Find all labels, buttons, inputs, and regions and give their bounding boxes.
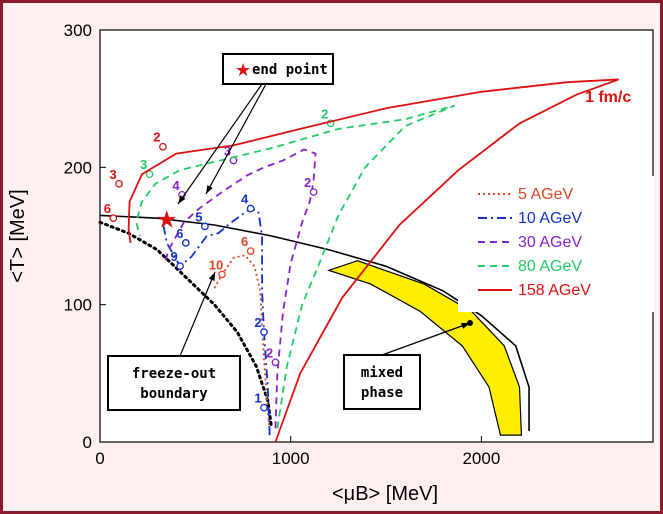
time-label: 1 fm/c xyxy=(585,89,631,106)
time-marker xyxy=(201,222,209,231)
legend-label: 30 AGeV xyxy=(518,234,582,251)
x-axis-label: <μB> [MeV] xyxy=(332,483,438,505)
end-point-arrow-2 xyxy=(205,83,267,195)
time-label: 4 xyxy=(172,178,180,193)
legend-label: 80 AGeV xyxy=(518,258,582,275)
end-point-star: ★ xyxy=(156,206,178,234)
time-marker xyxy=(271,358,280,367)
mixed-phase-arrow xyxy=(381,322,471,356)
y-axis-label: <T> [MeV] xyxy=(7,189,29,282)
mixed-phase-box xyxy=(343,354,421,410)
time-label: 6 xyxy=(241,234,248,249)
series-line xyxy=(163,148,317,429)
time-label: 2 xyxy=(254,315,261,330)
end-point-box xyxy=(222,53,334,85)
time-label: 3 xyxy=(140,157,147,172)
mixed-phase-dot xyxy=(467,320,473,326)
y-tick-label: 200 xyxy=(64,158,92,177)
time-marker xyxy=(181,239,190,247)
y-tick-label: 100 xyxy=(64,296,92,315)
y-tick-label: 0 xyxy=(83,433,92,452)
time-label: 9 xyxy=(170,249,177,264)
series-line xyxy=(127,78,619,443)
time-label: 3 xyxy=(109,167,116,182)
time-label: 2 xyxy=(321,106,328,121)
time-marker xyxy=(260,328,268,336)
legend-label: 158 AGeV xyxy=(518,282,591,299)
end-point-star-icon: ★ xyxy=(235,60,251,81)
legend-label: 10 AGeV xyxy=(518,210,582,227)
time-label: 1 xyxy=(254,391,261,406)
time-label: 5 xyxy=(195,209,202,224)
time-label: 6 xyxy=(176,226,183,241)
freezeout-label-1: freeze-out xyxy=(132,366,216,382)
time-label: 2 xyxy=(266,345,273,360)
x-tick-label: 1000 xyxy=(272,449,310,468)
time-label: 4 xyxy=(241,192,249,207)
mixed-label-2: phase xyxy=(361,385,403,401)
time-marker xyxy=(260,403,268,412)
end-point-arrow-head xyxy=(178,195,186,204)
time-marker xyxy=(176,262,184,271)
time-marker xyxy=(246,247,255,255)
freezeout-label-2: boundary xyxy=(140,386,208,402)
freezeout-boundary-line xyxy=(98,220,274,430)
freezeout-arrow-head xyxy=(208,272,215,281)
end-point-arrow-2-head xyxy=(206,185,213,194)
freezeout-arrow xyxy=(179,271,216,357)
time-label: 10 xyxy=(209,257,223,272)
time-marker xyxy=(159,142,167,151)
time-label: 6 xyxy=(104,201,111,216)
time-marker xyxy=(218,270,226,279)
end-point-label: end point xyxy=(252,62,328,78)
legend-label: 5 AGeV xyxy=(518,186,573,203)
time-marker xyxy=(115,179,123,188)
y-tick-label: 300 xyxy=(64,21,92,40)
mixed-label-1: mixed xyxy=(361,365,403,381)
freezeout-box xyxy=(107,355,241,411)
time-label: 2 xyxy=(304,175,311,190)
time-marker xyxy=(109,214,118,222)
x-tick-label: 0 xyxy=(95,449,104,468)
time-marker xyxy=(309,188,318,196)
time-marker xyxy=(145,170,154,179)
end-point-arrow xyxy=(177,83,263,205)
x-tick-label: 2000 xyxy=(462,449,500,468)
time-label: 2 xyxy=(153,130,160,145)
time-label: 3 xyxy=(224,143,231,158)
crossover-line xyxy=(99,214,530,432)
time-marker xyxy=(246,204,255,213)
